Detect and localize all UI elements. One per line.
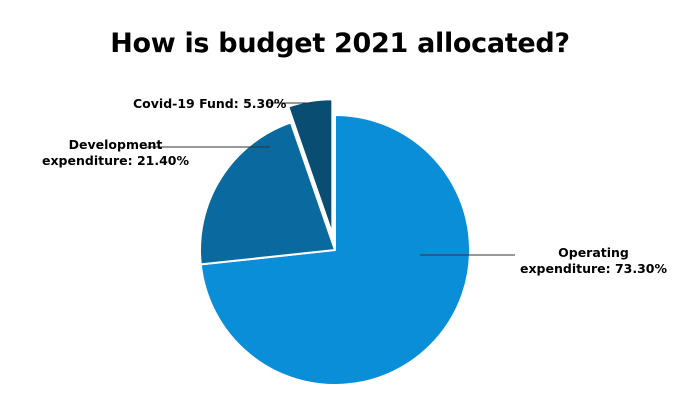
slice-label-development-line-1: Development	[68, 137, 163, 152]
slice-label-operating-line-1: Operating	[558, 245, 629, 260]
slice-covid	[287, 98, 334, 236]
chart-title: How is budget 2021 allocated?	[110, 28, 570, 59]
slice-label-covid-line-1: Covid-19 Fund: 5.30%	[133, 96, 287, 111]
slice-label-covid: Covid-19 Fund: 5.30%	[133, 96, 286, 112]
slice-development	[199, 121, 336, 266]
slice-label-development: Development expenditure: 21.40%	[42, 137, 189, 169]
slice-label-operating: Operating expenditure: 73.30%	[520, 245, 667, 277]
slice-label-operating-line-2: expenditure: 73.30%	[520, 261, 668, 276]
slice-label-development-line-2: expenditure: 21.40%	[42, 153, 190, 168]
